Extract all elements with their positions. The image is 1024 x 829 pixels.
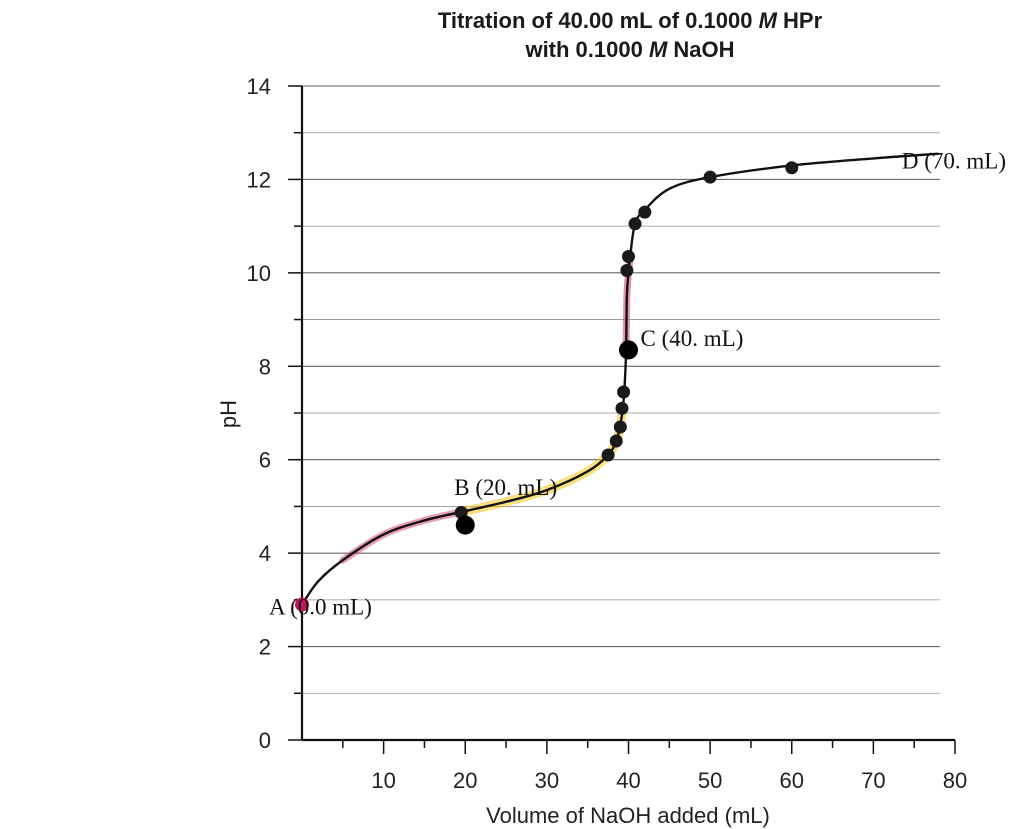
y-tick-label: 8: [259, 354, 271, 379]
data-points: [454, 161, 799, 520]
point-labels: A (0.0 mL) B (20. mL) C (40. mL) D (70. mL): [269, 149, 1006, 620]
data-point: [785, 161, 799, 175]
chart-title-line-2: with 0.1000 M NaOH: [525, 37, 735, 62]
labeled-point-marker: [295, 597, 309, 612]
point-label: C (40. mL): [641, 326, 744, 351]
data-point: [703, 170, 717, 184]
data-point: [601, 448, 615, 462]
x-tick-label: 60: [780, 768, 804, 793]
x-tick-label: 80: [943, 768, 967, 793]
labeled-point-marker: [455, 515, 475, 535]
x-tick-label: 20: [453, 768, 477, 793]
point-label: D (70. mL): [902, 149, 1006, 174]
curve-highlights: [339, 253, 634, 564]
x-tick-label: 70: [861, 768, 885, 793]
labeled-point-marker: [619, 340, 638, 360]
x-tick-label: 50: [698, 768, 722, 793]
chart-title: Titration of 40.00 mL of 0.1000 M HPr wi…: [330, 6, 930, 64]
data-point: [620, 264, 634, 278]
y-tick-label: 4: [259, 541, 271, 566]
y-tick-label: 2: [259, 635, 271, 660]
chart-title-line-1: Titration of 40.00 mL of 0.1000 M HPr: [437, 8, 823, 33]
y-tick-label: 10: [247, 261, 271, 286]
point-label: B (20. mL): [454, 475, 557, 500]
x-tick-label: 30: [535, 768, 559, 793]
data-point: [615, 401, 629, 415]
data-point: [628, 217, 642, 231]
point-label: A (0.0 mL): [269, 595, 372, 620]
data-point: [622, 250, 635, 264]
x-tick-label: 40: [616, 768, 640, 793]
y-tick-label: 12: [247, 167, 271, 192]
y-axis-title: pH: [216, 400, 241, 428]
axes: 0 2 4 6 8 10 12 14 10 20 30 40 50 60 70 80: [247, 74, 968, 793]
data-point: [609, 434, 623, 448]
y-tick-label: 14: [247, 74, 271, 99]
data-point: [613, 420, 627, 434]
titration-curve: [301, 152, 939, 606]
y-tick-label: 0: [259, 728, 271, 753]
x-tick-label: 10: [371, 768, 395, 793]
y-tick-label: 6: [259, 448, 271, 473]
data-point: [638, 205, 652, 219]
data-point: [617, 385, 631, 399]
x-axis-title: Volume of NaOH added (mL): [486, 803, 770, 828]
